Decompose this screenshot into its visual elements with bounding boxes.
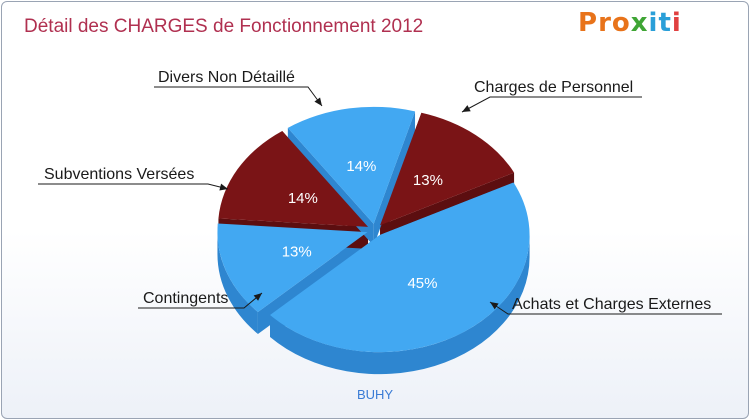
chart-title: Détail des CHARGES de Fonctionnement 201… [24,16,424,37]
pie-slice [217,223,368,313]
callout-arrow [314,97,322,106]
pie-slice [380,112,515,226]
slice-category-label: Divers Non Détaillé [158,69,295,86]
slice-percent-label: 45% [407,275,437,292]
pie-slice-wall [373,111,416,246]
logo-letter: i [671,8,682,38]
slice-category-label: Contingents [143,290,228,307]
slice-category-label: Achats et Charges Externes [512,296,711,313]
chart-footer: BUHY [357,387,393,402]
slice-percent-label: 14% [288,190,318,207]
callout-line [461,96,642,113]
logo-letter: o [611,8,631,38]
callout-arrow [462,105,471,112]
slice-category-label: Subventions Versées [44,166,194,183]
callout-arrow [253,293,262,301]
callout-arrow [490,302,499,310]
callout-line [38,183,229,190]
slice-percent-label: 13% [413,172,443,189]
slice-percent-label: 14% [346,158,376,175]
slice-percent-label: 13% [282,244,312,261]
logo-letter: x [630,8,649,38]
logo-letter: t [658,8,672,38]
pie-slice [270,182,530,353]
callout-line [154,86,323,107]
logo-letter: P [578,8,599,38]
pie-slice [287,106,416,224]
proxiti-logo: Proxiti [578,8,682,38]
callout-arrow [219,183,228,191]
pie-slice-side [217,232,258,335]
pie-slice [218,130,369,227]
logo-letter: r [598,8,612,38]
slice-category-label: Charges de Personnel [474,79,633,96]
logo-letter: i [648,8,659,38]
pie-slice-side [270,235,530,375]
